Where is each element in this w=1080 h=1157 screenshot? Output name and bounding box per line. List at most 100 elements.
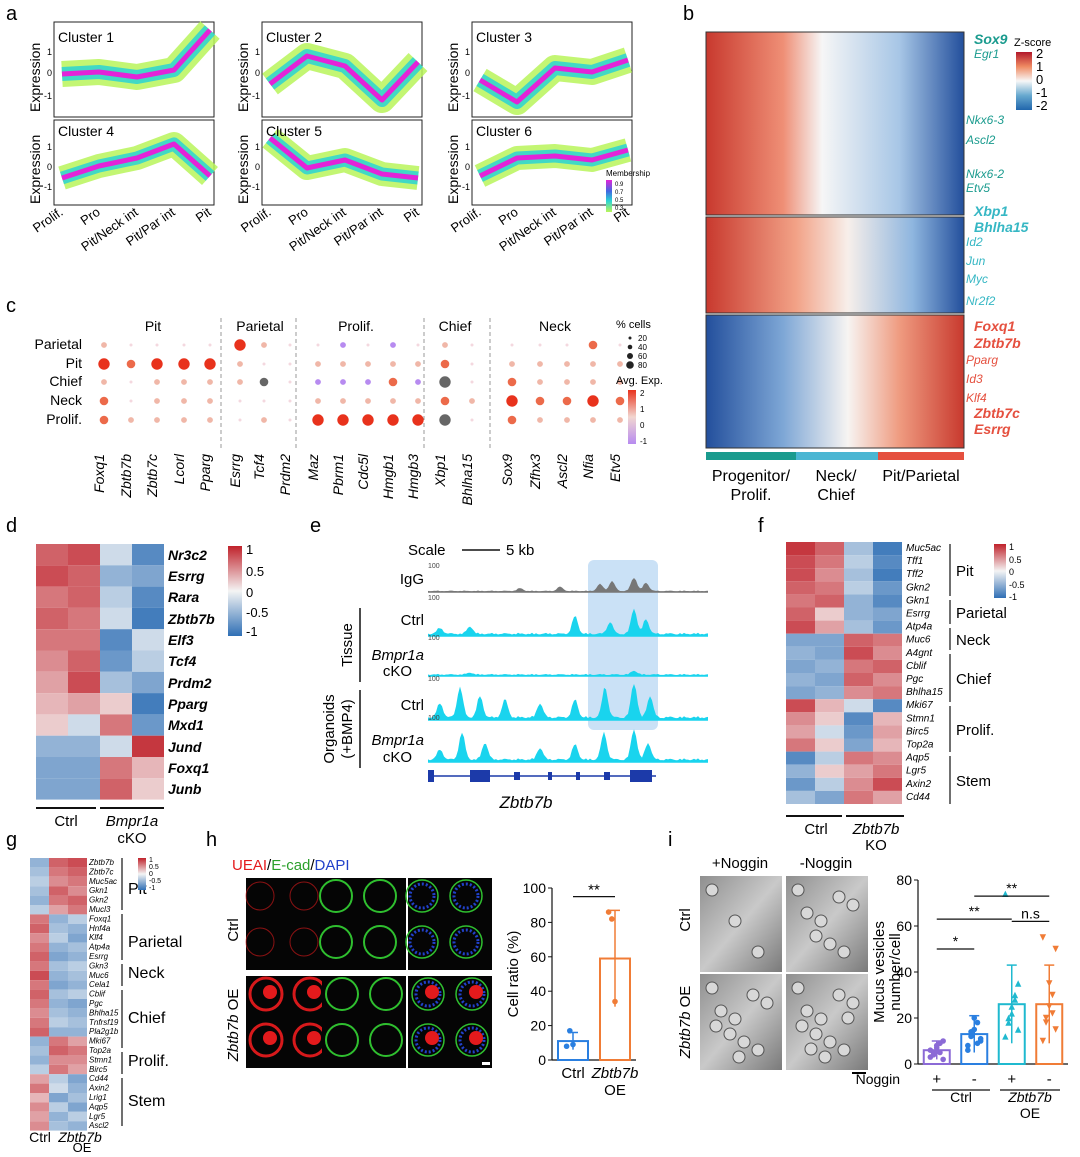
zscore-colorbar [1016, 52, 1032, 110]
i-mucus-vesicle [814, 914, 828, 928]
i-mucus-vesicle [818, 1050, 832, 1064]
noggin-sign: + [932, 1071, 941, 1088]
heatmap-cell [132, 607, 164, 630]
heatmap-cell [68, 735, 100, 757]
c-dot [207, 379, 213, 385]
membership-colorbar [606, 180, 612, 212]
a-ytick: 1 [255, 47, 260, 57]
i-row-oe-gene: Zbtb7b [677, 1012, 694, 1060]
heatmap-cell [786, 633, 815, 647]
c-row-label: Neck [50, 392, 83, 408]
c-dot [617, 379, 623, 385]
heatmap-cell [873, 594, 902, 608]
heatmap-cell [30, 914, 49, 924]
heatmap-cell [786, 659, 815, 673]
e-gene-exon [604, 772, 610, 780]
heatmap-cell [815, 555, 844, 569]
cluster-plot-3: Cluster 3 [471, 21, 633, 118]
i-mucus-vesicle [809, 929, 823, 943]
i-mucus-vesicle [791, 981, 805, 995]
a-ytick: 0 [47, 68, 52, 78]
y-tick-label: 20 [896, 1010, 912, 1026]
data-point [1049, 991, 1056, 999]
heatmap-cell [30, 858, 49, 868]
c-dot [288, 362, 292, 366]
i-mucus-vesicle [841, 1011, 855, 1025]
heatmap-cell [36, 671, 68, 694]
heatmap-cell [49, 886, 68, 896]
f-ko-label-2: KO [865, 837, 887, 854]
heatmap-cell [873, 607, 902, 621]
h-cell [363, 925, 397, 959]
heatmap-cell [873, 686, 902, 700]
c-dot [564, 379, 570, 385]
a-xtick: Pro [286, 204, 311, 228]
a-ylabel-top-2: Expression [235, 43, 251, 112]
i-mucus-vesicle [705, 981, 719, 995]
heatmap-cell [844, 699, 873, 713]
i-mucus-vesicle [804, 1042, 818, 1056]
e-track-max: 100 [428, 676, 440, 683]
noggin-label: Noggin [856, 1071, 900, 1087]
g-scale-tick: 0 [149, 871, 153, 878]
heatmap-cell [132, 629, 164, 651]
c-pct-tick: 60 [638, 352, 647, 361]
h-microscopy-images [245, 878, 492, 1068]
cluster-title: Cluster 6 [476, 123, 532, 139]
h-cell [325, 1023, 359, 1057]
c-dot [390, 342, 396, 348]
heatmap-cell [68, 1121, 87, 1131]
data-point [1014, 1026, 1022, 1033]
h-cell [248, 1022, 284, 1058]
heatmap-cell [132, 586, 164, 608]
heatmap-cell [49, 1083, 68, 1093]
e-track-signal [428, 729, 708, 762]
e-track-label-ko: Bmpr1a [371, 647, 424, 664]
d-gene-label: Nr3c2 [168, 547, 207, 563]
a-ylabel-top: Expression [27, 43, 43, 112]
h-cell [455, 1023, 489, 1057]
group-label: Ctrl [950, 1089, 972, 1105]
f-scale-tick: 1 [1009, 542, 1014, 552]
c-dot [128, 417, 134, 423]
heatmap-cell [786, 712, 815, 726]
e-track-label-ctrl2: Ctrl [401, 697, 424, 714]
i-mucus-vesicle [746, 988, 760, 1002]
y-axis-label: Mucus vesicles [871, 921, 888, 1023]
heatmap-cell [49, 933, 68, 943]
c-gene-label: Zbtb7c [144, 454, 160, 498]
g-ctrl-label: Ctrl [29, 1129, 51, 1145]
h-cell [248, 976, 284, 1012]
f-group-label: Prolif. [956, 722, 994, 739]
i-mucus-vesicle [709, 1019, 723, 1033]
data-point [974, 1019, 981, 1026]
heatmap-cell [132, 714, 164, 736]
panel-f: Muc5ac Tff1 Tff2 Gkn2 Gkn1 Esrrg Atp4a Muc6 A4gn… [786, 542, 1025, 854]
f-gene-label: Bhlha15 [906, 687, 943, 698]
g-scale-tick: 1 [149, 857, 153, 864]
data-point [609, 916, 615, 922]
c-dot [288, 380, 292, 384]
data-point [567, 1027, 573, 1034]
c-dot [562, 396, 572, 406]
d-gene-label: Foxq1 [168, 760, 209, 776]
h-cell [245, 927, 275, 957]
c-dot [470, 418, 474, 422]
d-gene-label: Rara [168, 589, 199, 605]
e-track-max: 100 [428, 563, 440, 570]
cluster-plot-1: Cluster 1 [53, 21, 220, 118]
data-point [1005, 1014, 1012, 1022]
g-gene-label: Esrrg [89, 952, 109, 961]
c-dot [238, 399, 242, 403]
heatmap-cell [49, 989, 68, 999]
i-mucus-vesicle [795, 1019, 809, 1033]
c-dot [366, 343, 370, 347]
i-mucus-vesicle [832, 890, 846, 904]
a-xtick: Pit [401, 204, 422, 225]
group-label-neck-chief-2: Chief [817, 487, 855, 504]
c-pct-dot [626, 361, 634, 369]
i-mucus-vesicle [728, 914, 742, 928]
heatmap-cell [786, 542, 815, 556]
h-stain-sep: / [310, 857, 315, 874]
a-ytick: 0 [465, 162, 470, 172]
